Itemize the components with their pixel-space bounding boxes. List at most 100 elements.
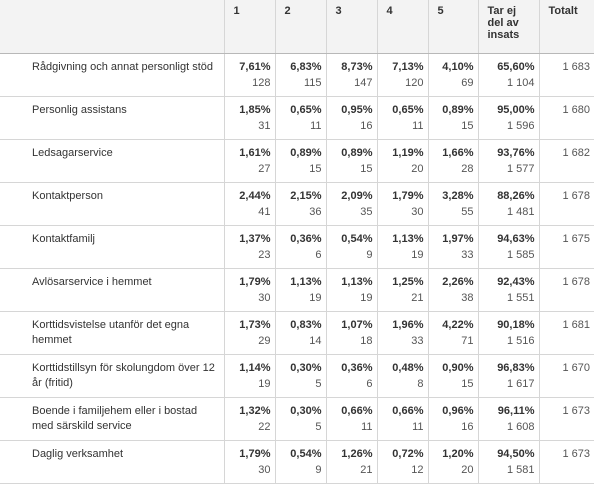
percentage-value: 2,26% [442, 276, 474, 288]
count-value: 120 [405, 77, 424, 89]
percentage-value: 1,13% [341, 276, 373, 288]
cell-response-3: 2,09% 35 [325, 182, 377, 226]
percentage-value: 1,07% [341, 319, 373, 331]
header-col-3: 3 [325, 0, 377, 54]
header-row: 1 2 3 4 5 Tar ej del av insats Totalt [0, 0, 594, 54]
cell-response-2: 1,13% 19 [274, 268, 326, 312]
cell-response-4: 7,13% 120 [376, 53, 428, 97]
count-value: 20 [411, 163, 424, 175]
cell-response-4: 1,19% 20 [376, 139, 428, 183]
percentage-value: 1,85% [239, 104, 271, 116]
header-col-tar-ej-del: Tar ej del av insats [477, 0, 539, 54]
cell-response-1: 1,85% 31 [223, 96, 275, 140]
count-value: 18 [360, 335, 373, 347]
cell-totalt: 1 683 [538, 53, 594, 97]
table-row: Boende i familjehem eller i bostad med s… [0, 397, 594, 441]
percentage-value: 1,13% [392, 233, 424, 245]
table-row: Ledsagarservice 1,61% 27 0,89% 15 0,89% 15 1,19… [0, 139, 594, 183]
table-row: Korttidstillsyn för skolungdom över 12 å… [0, 354, 594, 398]
cell-response-1: 1,79% 30 [223, 440, 275, 484]
count-value: 21 [360, 464, 373, 476]
count-value: 71 [461, 335, 474, 347]
count-value: 128 [252, 77, 271, 89]
percentage-value: 0,36% [290, 233, 322, 245]
count-value: 27 [258, 163, 271, 175]
cell-tar-ej-del: 93,76% 1 577 [477, 139, 539, 183]
percentage-value: 0,30% [290, 405, 322, 417]
count-value: 11 [310, 120, 322, 132]
percentage-value: 94,63% [497, 233, 535, 245]
percentage-value: 1,26% [341, 448, 373, 460]
count-value: 1 608 [506, 421, 535, 433]
count-value: 1 585 [506, 249, 535, 261]
percentage-value: 96,83% [497, 362, 535, 374]
cell-totalt: 1 678 [538, 268, 594, 312]
row-label: Rådgivning och annat personligt stöd [0, 53, 224, 97]
header-col-totalt: Totalt [538, 0, 594, 54]
cell-response-5: 0,96% 16 [427, 397, 478, 441]
row-label: Korttidsvistelse utanför det egna hemmet [0, 311, 224, 355]
total-value: 1 681 [562, 319, 590, 331]
table-row: Korttidsvistelse utanför det egna hemmet… [0, 311, 594, 355]
count-value: 147 [354, 77, 373, 89]
cell-response-1: 1,14% 19 [223, 354, 275, 398]
count-value: 33 [411, 335, 424, 347]
cell-response-3: 1,26% 21 [325, 440, 377, 484]
percentage-value: 1,37% [239, 233, 271, 245]
header-corner [0, 0, 224, 54]
count-value: 33 [461, 249, 474, 261]
percentage-value: 1,66% [442, 147, 474, 159]
header-col-4: 4 [376, 0, 428, 54]
cell-response-1: 2,44% 41 [223, 182, 275, 226]
count-value: 1 551 [506, 292, 535, 304]
count-value: 30 [258, 292, 271, 304]
cell-response-3: 0,54% 9 [325, 225, 377, 269]
count-value: 6 [315, 249, 322, 261]
count-value: 1 617 [506, 378, 535, 390]
percentage-value: 0,66% [341, 405, 373, 417]
percentage-value: 94,50% [497, 448, 535, 460]
cell-response-3: 0,89% 15 [325, 139, 377, 183]
row-label: Kontaktfamilj [0, 225, 224, 269]
total-value: 1 675 [562, 233, 590, 245]
percentage-value: 2,15% [290, 190, 322, 202]
total-value: 1 670 [562, 362, 590, 374]
count-value: 35 [360, 206, 373, 218]
cell-tar-ej-del: 96,83% 1 617 [477, 354, 539, 398]
cell-response-1: 1,32% 22 [223, 397, 275, 441]
cell-response-2: 2,15% 36 [274, 182, 326, 226]
cell-tar-ej-del: 95,00% 1 596 [477, 96, 539, 140]
percentage-value: 95,00% [497, 104, 535, 116]
cell-tar-ej-del: 65,60% 1 104 [477, 53, 539, 97]
cell-response-4: 1,96% 33 [376, 311, 428, 355]
count-value: 15 [461, 120, 474, 132]
cell-response-4: 1,13% 19 [376, 225, 428, 269]
percentage-value: 0,36% [341, 362, 373, 374]
table-row: Rådgivning och annat personligt stöd 7,61… [0, 53, 594, 97]
cell-response-2: 0,36% 6 [274, 225, 326, 269]
cell-response-5: 3,28% 55 [427, 182, 478, 226]
percentage-value: 1,32% [239, 405, 271, 417]
count-value: 55 [461, 206, 474, 218]
cell-response-3: 8,73% 147 [325, 53, 377, 97]
count-value: 31 [258, 120, 271, 132]
count-value: 12 [411, 464, 424, 476]
cell-tar-ej-del: 94,50% 1 581 [477, 440, 539, 484]
count-value: 20 [461, 464, 474, 476]
cell-response-5: 1,66% 28 [427, 139, 478, 183]
cell-response-2: 0,89% 15 [274, 139, 326, 183]
cell-response-2: 0,30% 5 [274, 354, 326, 398]
table-body: Rådgivning och annat personligt stöd 7,61… [0, 53, 594, 484]
percentage-value: 0,66% [392, 405, 424, 417]
count-value: 6 [366, 378, 373, 390]
cell-response-4: 0,48% 8 [376, 354, 428, 398]
table-row: Personlig assistans 1,85% 31 0,65% 11 0,95% 16… [0, 96, 594, 140]
percentage-value: 96,11% [497, 405, 535, 417]
cell-tar-ej-del: 96,11% 1 608 [477, 397, 539, 441]
cell-response-4: 0,66% 11 [376, 397, 428, 441]
count-value: 36 [309, 206, 322, 218]
percentage-value: 0,54% [341, 233, 373, 245]
table-header: 1 2 3 4 5 Tar ej del av insats Totalt [0, 0, 594, 54]
total-value: 1 678 [562, 276, 590, 288]
